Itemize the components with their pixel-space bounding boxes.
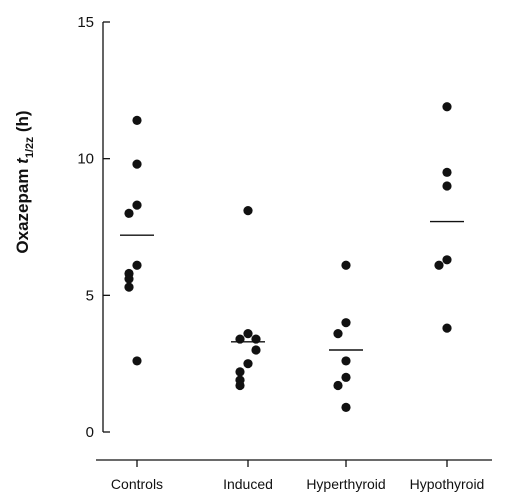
data-point — [442, 181, 452, 191]
y-tick-label: 15 — [77, 14, 94, 31]
y-axis-label-prefix: Oxazepam — [13, 164, 32, 254]
data-point — [132, 260, 142, 270]
data-point — [341, 318, 351, 328]
y-axis-label-symbol: t — [13, 157, 32, 164]
y-axis: 0 5 10 15 — [77, 14, 110, 441]
data-point — [235, 380, 245, 391]
x-tick-label: Hyperthyroid — [306, 476, 385, 492]
x-tick-label: Hypothyroid — [410, 476, 485, 492]
x-axis: Controls Induced Hyperthyroid Hypothyroid — [96, 459, 492, 492]
y-axis-label-subscript: 1/2 — [24, 143, 36, 158]
y-axis-label-suffix: (h) — [13, 110, 32, 136]
data-point — [132, 115, 142, 125]
data-point — [124, 208, 134, 218]
mean-lines — [120, 220, 464, 351]
data-point — [124, 282, 134, 292]
data-point — [442, 102, 452, 112]
data-point — [434, 260, 444, 270]
y-tick-label: 5 — [86, 287, 94, 304]
data-point — [243, 206, 253, 216]
x-tick-label: Induced — [223, 476, 273, 492]
data-point — [124, 274, 134, 284]
data-point — [333, 329, 343, 339]
data-point — [235, 367, 245, 377]
data-point — [251, 345, 261, 355]
data-point — [243, 329, 253, 339]
data-point — [243, 359, 253, 369]
data-point — [333, 380, 343, 391]
data-point — [442, 255, 452, 265]
data-points — [124, 102, 452, 412]
y-axis-label-subscript-z: z — [22, 137, 36, 143]
data-point — [341, 402, 351, 412]
data-point — [132, 159, 142, 169]
y-tick-label: 0 — [86, 424, 94, 441]
data-point — [341, 372, 351, 382]
y-axis-label: Oxazepam t1/2z (h) — [13, 110, 36, 253]
data-point — [341, 260, 351, 270]
x-tick-label: Controls — [111, 476, 163, 492]
data-point — [132, 356, 142, 366]
data-point — [341, 356, 351, 366]
data-point — [132, 200, 142, 210]
data-point — [442, 167, 452, 177]
data-point — [442, 323, 452, 333]
y-tick-label: 10 — [77, 151, 94, 168]
